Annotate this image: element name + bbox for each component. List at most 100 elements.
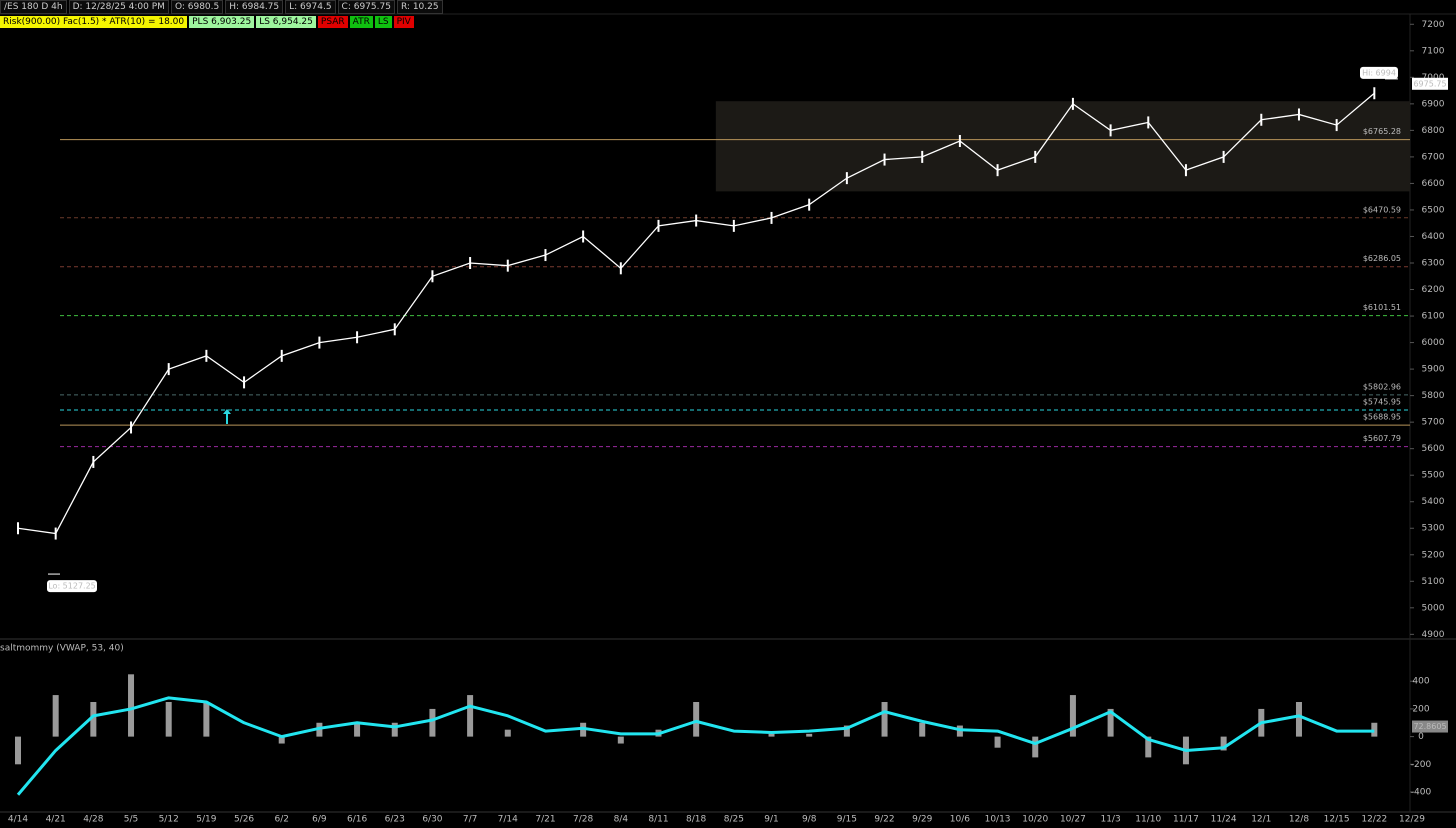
price-level-label: $6286.05 xyxy=(1363,254,1401,263)
last-price-box xyxy=(1412,77,1448,90)
arrow xyxy=(223,409,231,424)
x-tick-label: 7/28 xyxy=(573,815,593,825)
price-bar xyxy=(732,219,735,232)
x-tick-label: 11/10 xyxy=(1135,815,1161,825)
study-badge[interactable]: PSAR xyxy=(317,16,348,28)
histogram-bar xyxy=(52,695,59,737)
price-bar xyxy=(1109,124,1112,137)
last-value-box xyxy=(1412,720,1448,733)
histogram-bar xyxy=(1032,736,1039,758)
x-tick-label: 7/21 xyxy=(535,815,555,825)
y-tick-label: 7100 xyxy=(1422,46,1445,56)
y-tick-label: 200 xyxy=(1412,704,1429,714)
y-tick-label: 5100 xyxy=(1422,577,1445,587)
study-badge[interactable]: Risk(900.00) Fac(1.5) * ATR(10) = 18.00 xyxy=(0,16,188,28)
x-tick-label: 11/24 xyxy=(1211,815,1237,825)
histogram-bar xyxy=(806,733,813,737)
hi-label: Hi: 6994 xyxy=(1362,68,1396,77)
vwap-line xyxy=(16,696,1375,796)
last-value-label: 72.8605 xyxy=(1413,722,1446,731)
histogram-bar xyxy=(843,725,850,737)
x-tick-label: 5/19 xyxy=(196,815,216,825)
study-badge[interactable]: LS 6,954.25 xyxy=(256,16,316,28)
histogram-bar xyxy=(128,674,135,737)
header-field: O: 6980.5 xyxy=(170,0,224,14)
price-bar xyxy=(845,172,848,185)
price-bar xyxy=(1034,150,1037,163)
x-tick-label: 9/22 xyxy=(874,815,894,825)
histogram-bar xyxy=(1069,695,1076,737)
header-row: /ES 180 D 4h D: 12/28/25 4:00 PM O: 6980.5… xyxy=(0,0,443,14)
y-tick-label: 5600 xyxy=(1422,444,1445,454)
study-badge[interactable]: PIV xyxy=(393,16,414,28)
histogram-bar xyxy=(203,702,210,737)
x-tick-label: 12/8 xyxy=(1289,815,1309,825)
header-field: R: 10.25 xyxy=(396,0,443,14)
price-bar xyxy=(280,349,283,362)
x-tick-label: 12/1 xyxy=(1251,815,1271,825)
price-bar xyxy=(1297,108,1300,121)
study-badge[interactable]: ATR xyxy=(349,16,373,28)
price-bar xyxy=(167,363,170,376)
histogram-bar xyxy=(1107,708,1114,737)
x-tick-label: 4/21 xyxy=(46,815,66,825)
y-tick-label: 5500 xyxy=(1422,471,1445,481)
study-badge[interactable]: PLS 6,903.25 xyxy=(189,16,255,28)
histogram-bar xyxy=(391,722,398,737)
y-tick-label: 5000 xyxy=(1422,603,1445,613)
x-tick-label: 6/9 xyxy=(312,815,327,825)
price-bar xyxy=(883,153,886,166)
price-bar xyxy=(958,134,961,147)
price-bar xyxy=(469,257,472,270)
last-price-label: 6975.75 xyxy=(1413,79,1446,88)
x-tick-label: 8/18 xyxy=(686,815,706,825)
histogram-bar xyxy=(919,722,926,737)
x-tick-label: 5/12 xyxy=(159,815,179,825)
x-tick-label: 10/6 xyxy=(950,815,970,825)
price-bar xyxy=(657,219,660,232)
header-field: D: 12/28/25 4:00 PM xyxy=(68,0,169,14)
price-bar xyxy=(431,270,434,283)
histogram-bar xyxy=(693,702,700,737)
x-tick-label: 9/29 xyxy=(912,815,932,825)
price-bar xyxy=(356,331,359,344)
x-tick-label: 6/30 xyxy=(422,815,442,825)
lo-box xyxy=(47,580,97,593)
header-field: H: 6984.75 xyxy=(225,0,284,14)
x-tick-label: 6/16 xyxy=(347,815,367,825)
y-tick-label: 7200 xyxy=(1422,20,1445,30)
x-tick-label: 9/8 xyxy=(802,815,817,825)
histogram-bar xyxy=(1220,736,1227,751)
y-tick-label: 5700 xyxy=(1422,418,1445,428)
y-tick-label: 5300 xyxy=(1422,524,1445,534)
x-tick-label: 9/1 xyxy=(764,815,778,825)
x-tick-label: 11/3 xyxy=(1100,815,1120,825)
y-tick-label: -400 xyxy=(1411,788,1432,798)
price-level-label: $6765.28 xyxy=(1363,127,1401,136)
price-bar xyxy=(1373,87,1376,100)
price-level-label: $6470.59 xyxy=(1363,205,1401,214)
y-tick-label: -200 xyxy=(1411,760,1432,770)
price-bar xyxy=(92,455,95,468)
x-tick-label: 4/28 xyxy=(83,815,103,825)
header-field: L: 6974.5 xyxy=(285,0,336,14)
y-tick-label: 6400 xyxy=(1422,232,1445,242)
hi-box xyxy=(1360,66,1398,79)
x-tick-label: 8/25 xyxy=(724,815,744,825)
price-bar xyxy=(1222,150,1225,163)
histogram-bar xyxy=(1295,702,1302,737)
x-tick-label: 6/23 xyxy=(385,815,405,825)
y-tick-label: 400 xyxy=(1412,677,1429,687)
price-bar xyxy=(1184,164,1187,177)
y-tick-label: 0 xyxy=(1418,732,1424,742)
x-tick-label: 10/27 xyxy=(1060,815,1086,825)
header-field: C: 6975.75 xyxy=(337,0,395,14)
histogram-bar xyxy=(1145,736,1152,758)
price-level-label: $5688.95 xyxy=(1363,413,1401,422)
price-bar xyxy=(921,150,924,163)
price-level-label: $6101.51 xyxy=(1363,303,1401,312)
histogram-bar xyxy=(278,736,285,744)
study-badge[interactable]: LS xyxy=(374,16,392,28)
